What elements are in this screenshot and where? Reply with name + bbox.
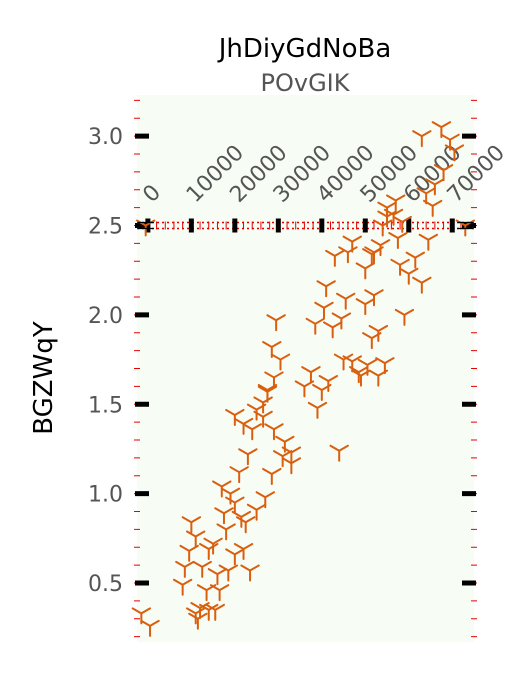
y-tick-label: 1.5 — [88, 393, 123, 418]
data-point — [203, 537, 223, 555]
data-point — [412, 130, 432, 148]
data-point — [425, 178, 445, 196]
data-point — [236, 516, 256, 534]
data-point — [305, 317, 325, 335]
data-point — [355, 298, 375, 316]
data-point — [357, 358, 378, 376]
y-tick-label: 3.0 — [88, 125, 123, 150]
data-point — [220, 487, 241, 505]
data-point — [412, 276, 432, 294]
y-tick-label: 2.0 — [88, 304, 123, 329]
y-tick-label: 2.5 — [88, 214, 123, 239]
data-point — [270, 353, 291, 371]
data-point — [238, 448, 258, 466]
data-point — [281, 457, 302, 475]
data-point — [433, 164, 454, 182]
data-point — [301, 366, 321, 384]
y-axis-label: BGZWqY — [29, 321, 59, 435]
data-point — [231, 510, 252, 528]
data-point — [322, 321, 343, 339]
data-point — [331, 312, 352, 330]
data-point — [233, 543, 254, 561]
data-point — [209, 584, 230, 602]
chart-subtitle: POvGIK — [261, 69, 351, 97]
data-point — [246, 503, 267, 521]
data-point — [431, 121, 452, 139]
data-point — [405, 251, 425, 269]
data-point — [388, 232, 408, 250]
data-point — [266, 314, 286, 332]
y-tick-label: 0.5 — [88, 572, 123, 597]
data-point — [216, 523, 236, 541]
data-point — [205, 603, 225, 621]
data-point — [444, 144, 465, 162]
data-point — [394, 308, 415, 326]
data-point — [225, 548, 245, 566]
data-point — [172, 578, 193, 596]
data-point — [140, 619, 160, 637]
data-point — [377, 210, 397, 228]
data-point — [333, 353, 354, 371]
data-point — [392, 215, 412, 233]
x-axis — [137, 218, 474, 233]
data-point — [281, 446, 302, 464]
data-point — [257, 383, 278, 401]
data-point — [212, 480, 232, 498]
data-point — [364, 246, 384, 264]
y-tick-labels: 0.5 1.0 1.5 2.0 2.5 3.0 — [88, 125, 123, 597]
y-major-ticks — [135, 133, 476, 586]
data-point — [242, 423, 262, 441]
data-point — [240, 564, 260, 582]
data-point — [386, 194, 406, 212]
data-point — [199, 603, 219, 621]
data-point — [418, 233, 439, 251]
data-point — [264, 423, 284, 441]
data-point — [192, 560, 212, 578]
data-point — [329, 444, 349, 462]
data-point — [375, 357, 395, 375]
data-point — [214, 507, 234, 525]
data-point — [190, 602, 210, 620]
data-point — [314, 301, 334, 319]
data-point — [218, 564, 239, 582]
data-point — [275, 435, 295, 453]
data-point — [416, 187, 436, 205]
data-point — [312, 383, 332, 401]
data-point — [175, 560, 195, 578]
chart-title: JhDiyGdNoBa — [217, 34, 392, 64]
data-point — [399, 267, 419, 285]
data-point — [370, 239, 391, 257]
data-point — [336, 292, 356, 310]
data-point — [253, 410, 273, 428]
data-point — [186, 530, 206, 548]
data-point — [262, 467, 282, 485]
data-point — [368, 324, 389, 342]
data-point — [225, 496, 245, 514]
data-point — [207, 568, 228, 586]
data-point — [325, 249, 345, 267]
data-point — [307, 401, 328, 419]
data-point — [181, 516, 202, 534]
data-point — [233, 417, 254, 435]
data-point — [338, 246, 358, 264]
y-tick-label: 1.0 — [88, 483, 123, 508]
highlight-points — [135, 219, 476, 237]
data-point — [316, 280, 336, 298]
data-points — [131, 121, 465, 637]
data-point — [229, 466, 249, 484]
